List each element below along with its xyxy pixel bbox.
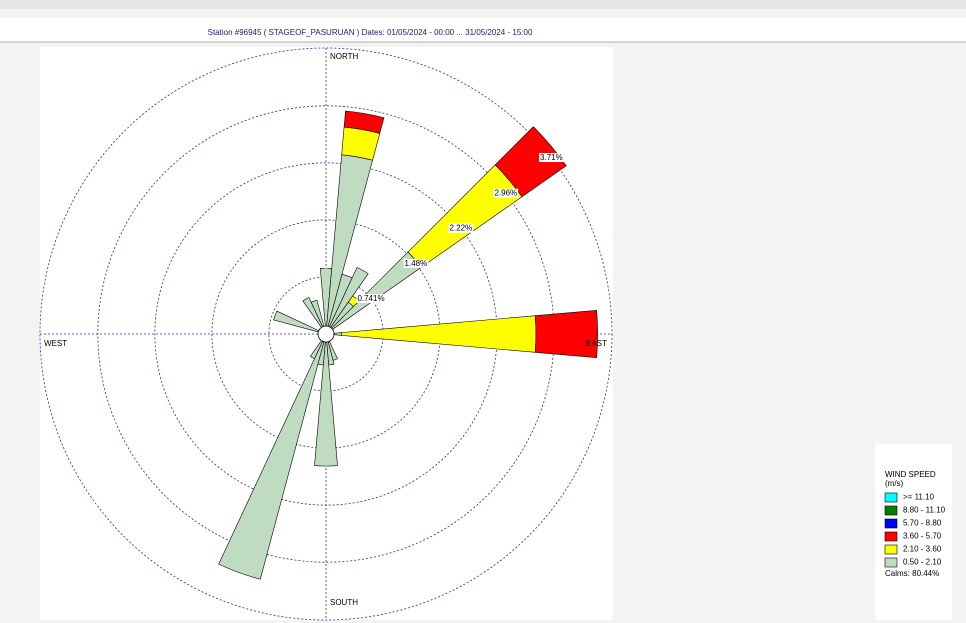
legend-label: >= 11.10 xyxy=(903,493,935,502)
legend-swatch xyxy=(884,505,898,516)
legend-unit: (m/s) xyxy=(885,479,904,488)
legend-swatch xyxy=(884,518,898,529)
top-bar xyxy=(0,0,966,9)
ring xyxy=(39,47,613,621)
compass-label: NORTH xyxy=(330,52,359,61)
ring-label-bg xyxy=(539,153,564,163)
petal-segment xyxy=(534,309,598,359)
compass-label: WEST xyxy=(44,339,67,348)
ring-label: 3.71% xyxy=(540,153,563,162)
ring-label-bg xyxy=(493,188,519,198)
ring-label-bg xyxy=(448,223,474,233)
legend-label: 3.60 - 5.70 xyxy=(903,532,942,541)
legend-swatch xyxy=(884,557,898,568)
ring-label: 2.22% xyxy=(450,224,473,233)
petal-segment xyxy=(494,126,567,198)
title-bar xyxy=(0,18,966,42)
legend-title: WIND SPEED xyxy=(885,470,936,479)
legend-swatch xyxy=(884,531,898,542)
ring-label-bg xyxy=(403,258,429,268)
calm-circle xyxy=(317,325,335,343)
legend-label: 5.70 - 8.80 xyxy=(903,519,942,528)
ring-label: 1.48% xyxy=(405,259,428,268)
chart-title: Station #96945 ( STAGEOF_PASURUAN ) Date… xyxy=(208,28,533,37)
legend-label: 2.10 - 3.60 xyxy=(903,545,942,554)
ring-label-bg xyxy=(356,293,386,303)
legend-label: 0.50 - 2.10 xyxy=(903,558,942,567)
petal-segment xyxy=(343,110,385,134)
ring-label: 0.741% xyxy=(357,294,384,303)
ring-label: 2.96% xyxy=(494,189,517,198)
compass-label: SOUTH xyxy=(330,598,358,607)
calms-label: Calms: 80.44% xyxy=(885,569,939,578)
legend-label: 8.80 - 11.10 xyxy=(903,506,946,515)
legend-swatch xyxy=(884,492,898,503)
legend-swatch xyxy=(884,544,898,555)
petal-segment xyxy=(333,332,343,336)
compass-label: EAST xyxy=(586,339,607,348)
